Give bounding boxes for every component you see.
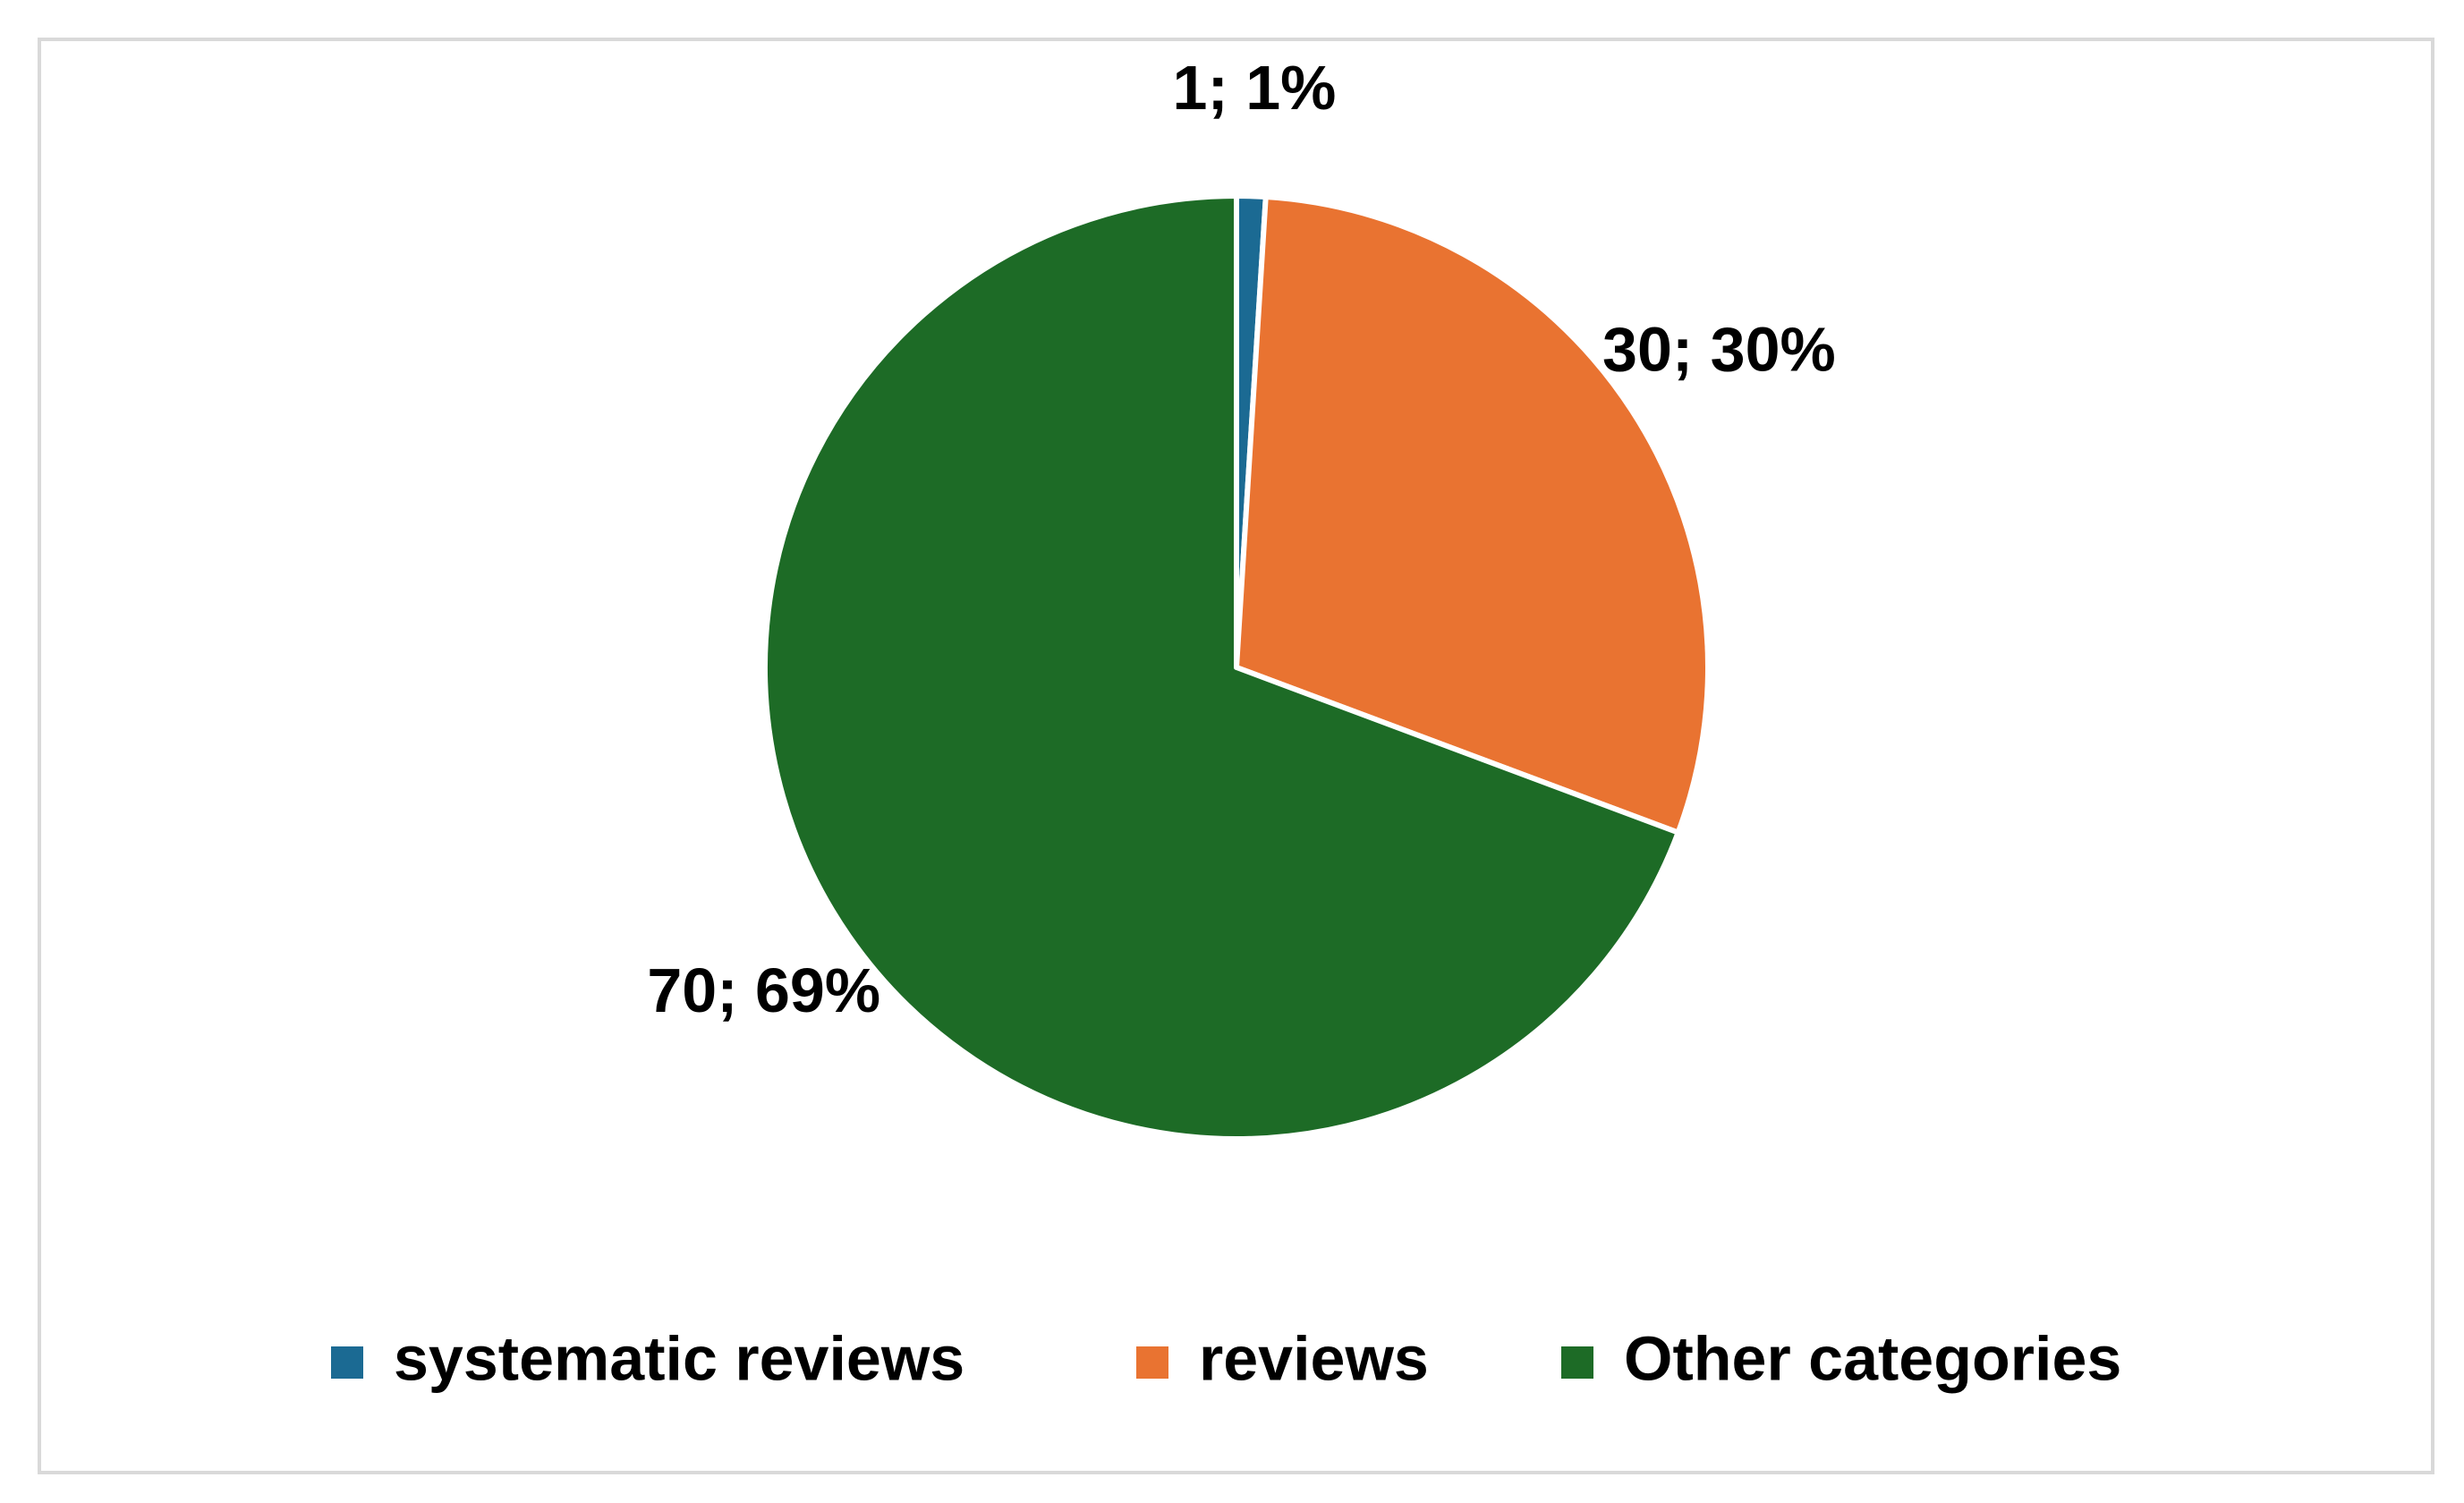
data-label: 1; 1% (1173, 53, 1337, 123)
data-label: 70; 69% (647, 955, 880, 1025)
pie-slice (1234, 194, 1711, 836)
legend-swatch (1561, 1346, 1593, 1379)
legend-label: systematic reviews (394, 1323, 964, 1393)
legend-swatch (331, 1346, 363, 1379)
legend-swatch (1136, 1346, 1168, 1379)
legend-label: reviews (1199, 1323, 1429, 1393)
legend-label: Other categories (1624, 1323, 2121, 1393)
pie-slice (762, 193, 1681, 1142)
data-label: 30; 30% (1602, 315, 1836, 385)
